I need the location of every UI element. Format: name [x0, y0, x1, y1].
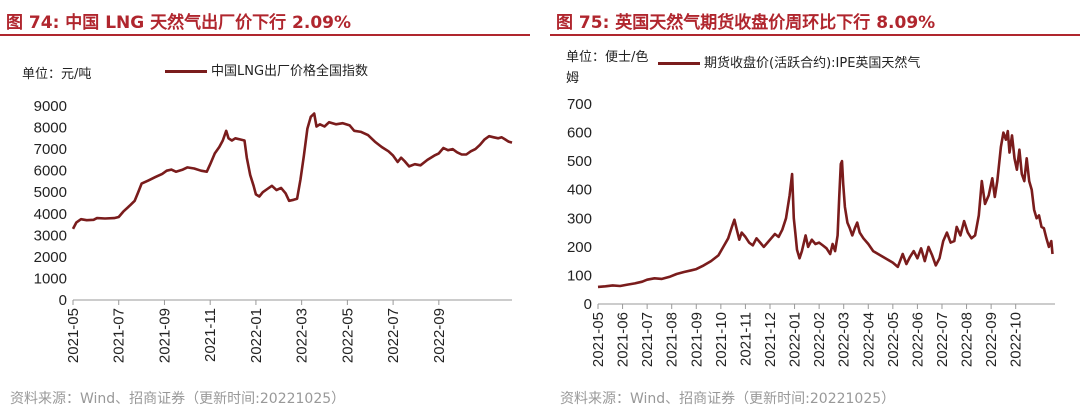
y-tick-label: 6000: [34, 163, 67, 180]
y-tick-label: 7000: [34, 141, 67, 158]
legend: 期货收盘价(活跃合约):IPE英国天然气: [658, 52, 920, 71]
y-tick-label: 3000: [34, 227, 67, 244]
legend: 中国LNG出厂价格全国指数: [165, 60, 368, 79]
x-tick-label: 2022-07: [385, 308, 402, 363]
y-tick-label: 5000: [34, 184, 67, 201]
x-tick-label: 2022-05: [885, 312, 902, 367]
y-tick-label: 1000: [34, 270, 67, 287]
x-tick-label: 2021-07: [111, 308, 128, 363]
line-chart-ipe: 0 100 200 300 400 500 600 700 2021-05 2021-06 2021…: [567, 96, 1055, 367]
x-tick-label: 2021-09: [156, 308, 173, 363]
source-note: 资料来源：Wind、招商证券（更新时间:20221025）: [10, 391, 346, 407]
x-tick-label: 2021-08: [664, 312, 681, 367]
title-rule: [0, 34, 530, 36]
series-line: [71, 112, 513, 230]
y-tick-label: 400: [567, 182, 592, 199]
legend-label: 期货收盘价(活跃合约):IPE英国天然气: [704, 56, 921, 71]
y-tick-label: 0: [59, 292, 67, 309]
x-tick-label: 2022-09: [431, 308, 448, 363]
chart-title: 图 75: 英国天然气期货收盘价周环比下行 8.09%: [556, 13, 936, 33]
x-tick-label: 2021-12: [762, 312, 779, 367]
legend-swatch: [658, 62, 700, 65]
unit-label: 单位：元/吨: [22, 67, 92, 82]
y-tick-label: 200: [567, 239, 592, 256]
panel-ipe: 图 75: 英国天然气期货收盘价周环比下行 8.09% 单位：便士/色姆 期货收…: [550, 0, 1080, 419]
legend-swatch: [165, 70, 207, 73]
x-tick-label: 2021-05: [65, 308, 82, 363]
x-tick-label: 2022-09: [983, 312, 1000, 367]
series-line: [597, 129, 1054, 289]
x-tick-label: 2021-10: [713, 312, 730, 367]
x-tick-label: 2022-03: [836, 312, 853, 367]
x-tick-label: 2022-06: [909, 312, 926, 367]
y-tick-label: 500: [567, 153, 592, 170]
x-tick-label: 2021-07: [639, 312, 656, 367]
y-tick-label: 0: [584, 296, 592, 313]
x-tick-label: 2022-05: [339, 308, 356, 363]
y-tick-label: 100: [567, 267, 592, 284]
x-tick-label: 2022-01: [787, 312, 804, 367]
x-tick-label: 2022-08: [959, 312, 976, 367]
x-tick-label: 2021-06: [615, 312, 632, 367]
x-tick-label: 2021-11: [737, 312, 754, 366]
y-tick-label: 600: [567, 125, 592, 142]
x-tick-label: 2022-01: [248, 308, 265, 363]
y-tick-label: 9000: [34, 98, 67, 115]
x-tick-label: 2022-02: [811, 312, 828, 367]
y-tick-label: 8000: [34, 120, 67, 137]
y-tick-label: 300: [567, 210, 592, 227]
y-tick-label: 4000: [34, 206, 67, 223]
x-tick-label: 2022-03: [294, 308, 311, 363]
x-tick-label: 2022-10: [1008, 312, 1025, 367]
title-rule: [550, 34, 1080, 36]
unit-label: 单位：便士/色姆: [566, 50, 649, 86]
panel-lng: 图 74: 中国 LNG 天然气出厂价下行 2.09% 单位：元/吨 中国LNG…: [0, 0, 530, 419]
x-tick-label: 2022-07: [934, 312, 951, 367]
x-tick-label: 2022-04: [860, 312, 877, 367]
x-tick-label: 2021-09: [688, 312, 705, 367]
chart-title: 图 74: 中国 LNG 天然气出厂价下行 2.09%: [6, 13, 352, 33]
y-tick-label: 700: [567, 96, 592, 113]
y-tick-label: 2000: [34, 249, 67, 266]
line-chart-lng: 0 1000 2000 3000 4000 5000 6000 7000 8000 9000 202…: [34, 98, 513, 363]
legend-label: 中国LNG出厂价格全国指数: [211, 64, 369, 79]
source-note: 资料来源：Wind、招商证券（更新时间:20221025）: [560, 391, 896, 407]
x-tick-label: 2021-11: [202, 308, 219, 362]
x-tick-label: 2021-05: [590, 312, 607, 367]
